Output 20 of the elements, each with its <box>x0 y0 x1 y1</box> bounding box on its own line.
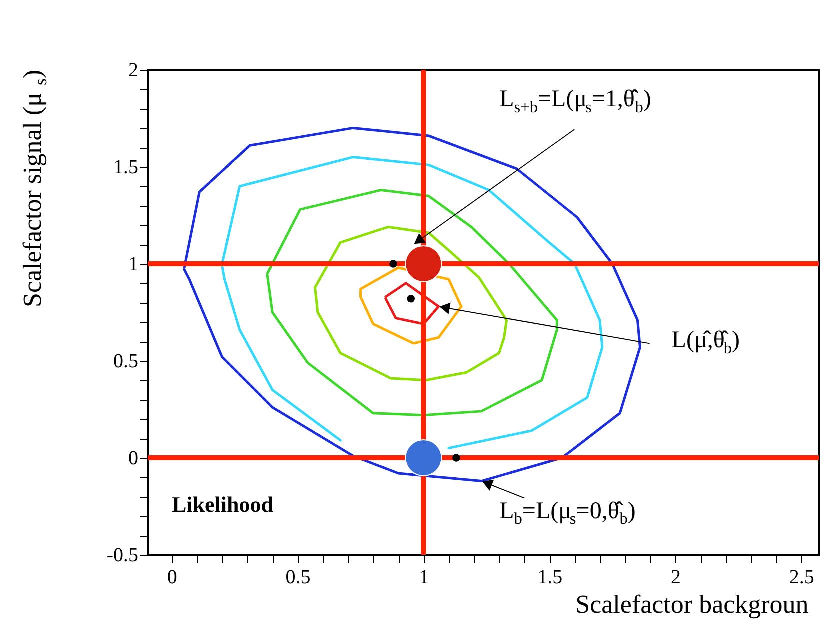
line-series <box>266 189 558 417</box>
x-tick-label: 2 <box>670 566 681 588</box>
y-tick-label: -0.5 <box>106 544 138 566</box>
x-tick-label: 0.5 <box>286 566 311 588</box>
point <box>407 295 415 303</box>
x-tick-label: 0 <box>167 566 178 588</box>
y-tick-label: 0 <box>128 448 138 470</box>
y-tick-label: 2 <box>128 60 138 82</box>
line-series <box>314 226 508 382</box>
point <box>390 260 398 268</box>
y-tick-label: 1 <box>128 254 138 276</box>
point <box>452 454 460 462</box>
x-tick-label: 1.5 <box>538 566 563 588</box>
y-axis-title: Scalefactor signal (μs) <box>18 70 50 308</box>
y-tick-label: 1.5 <box>114 156 138 178</box>
annotation: Likelihood <box>172 492 274 517</box>
x-tick-label: 2.5 <box>789 566 814 588</box>
x-tick-label: 1 <box>419 566 430 588</box>
x-axis-title: Scalefactor backgroun <box>576 590 809 619</box>
y-tick-label: 0.5 <box>114 350 138 372</box>
